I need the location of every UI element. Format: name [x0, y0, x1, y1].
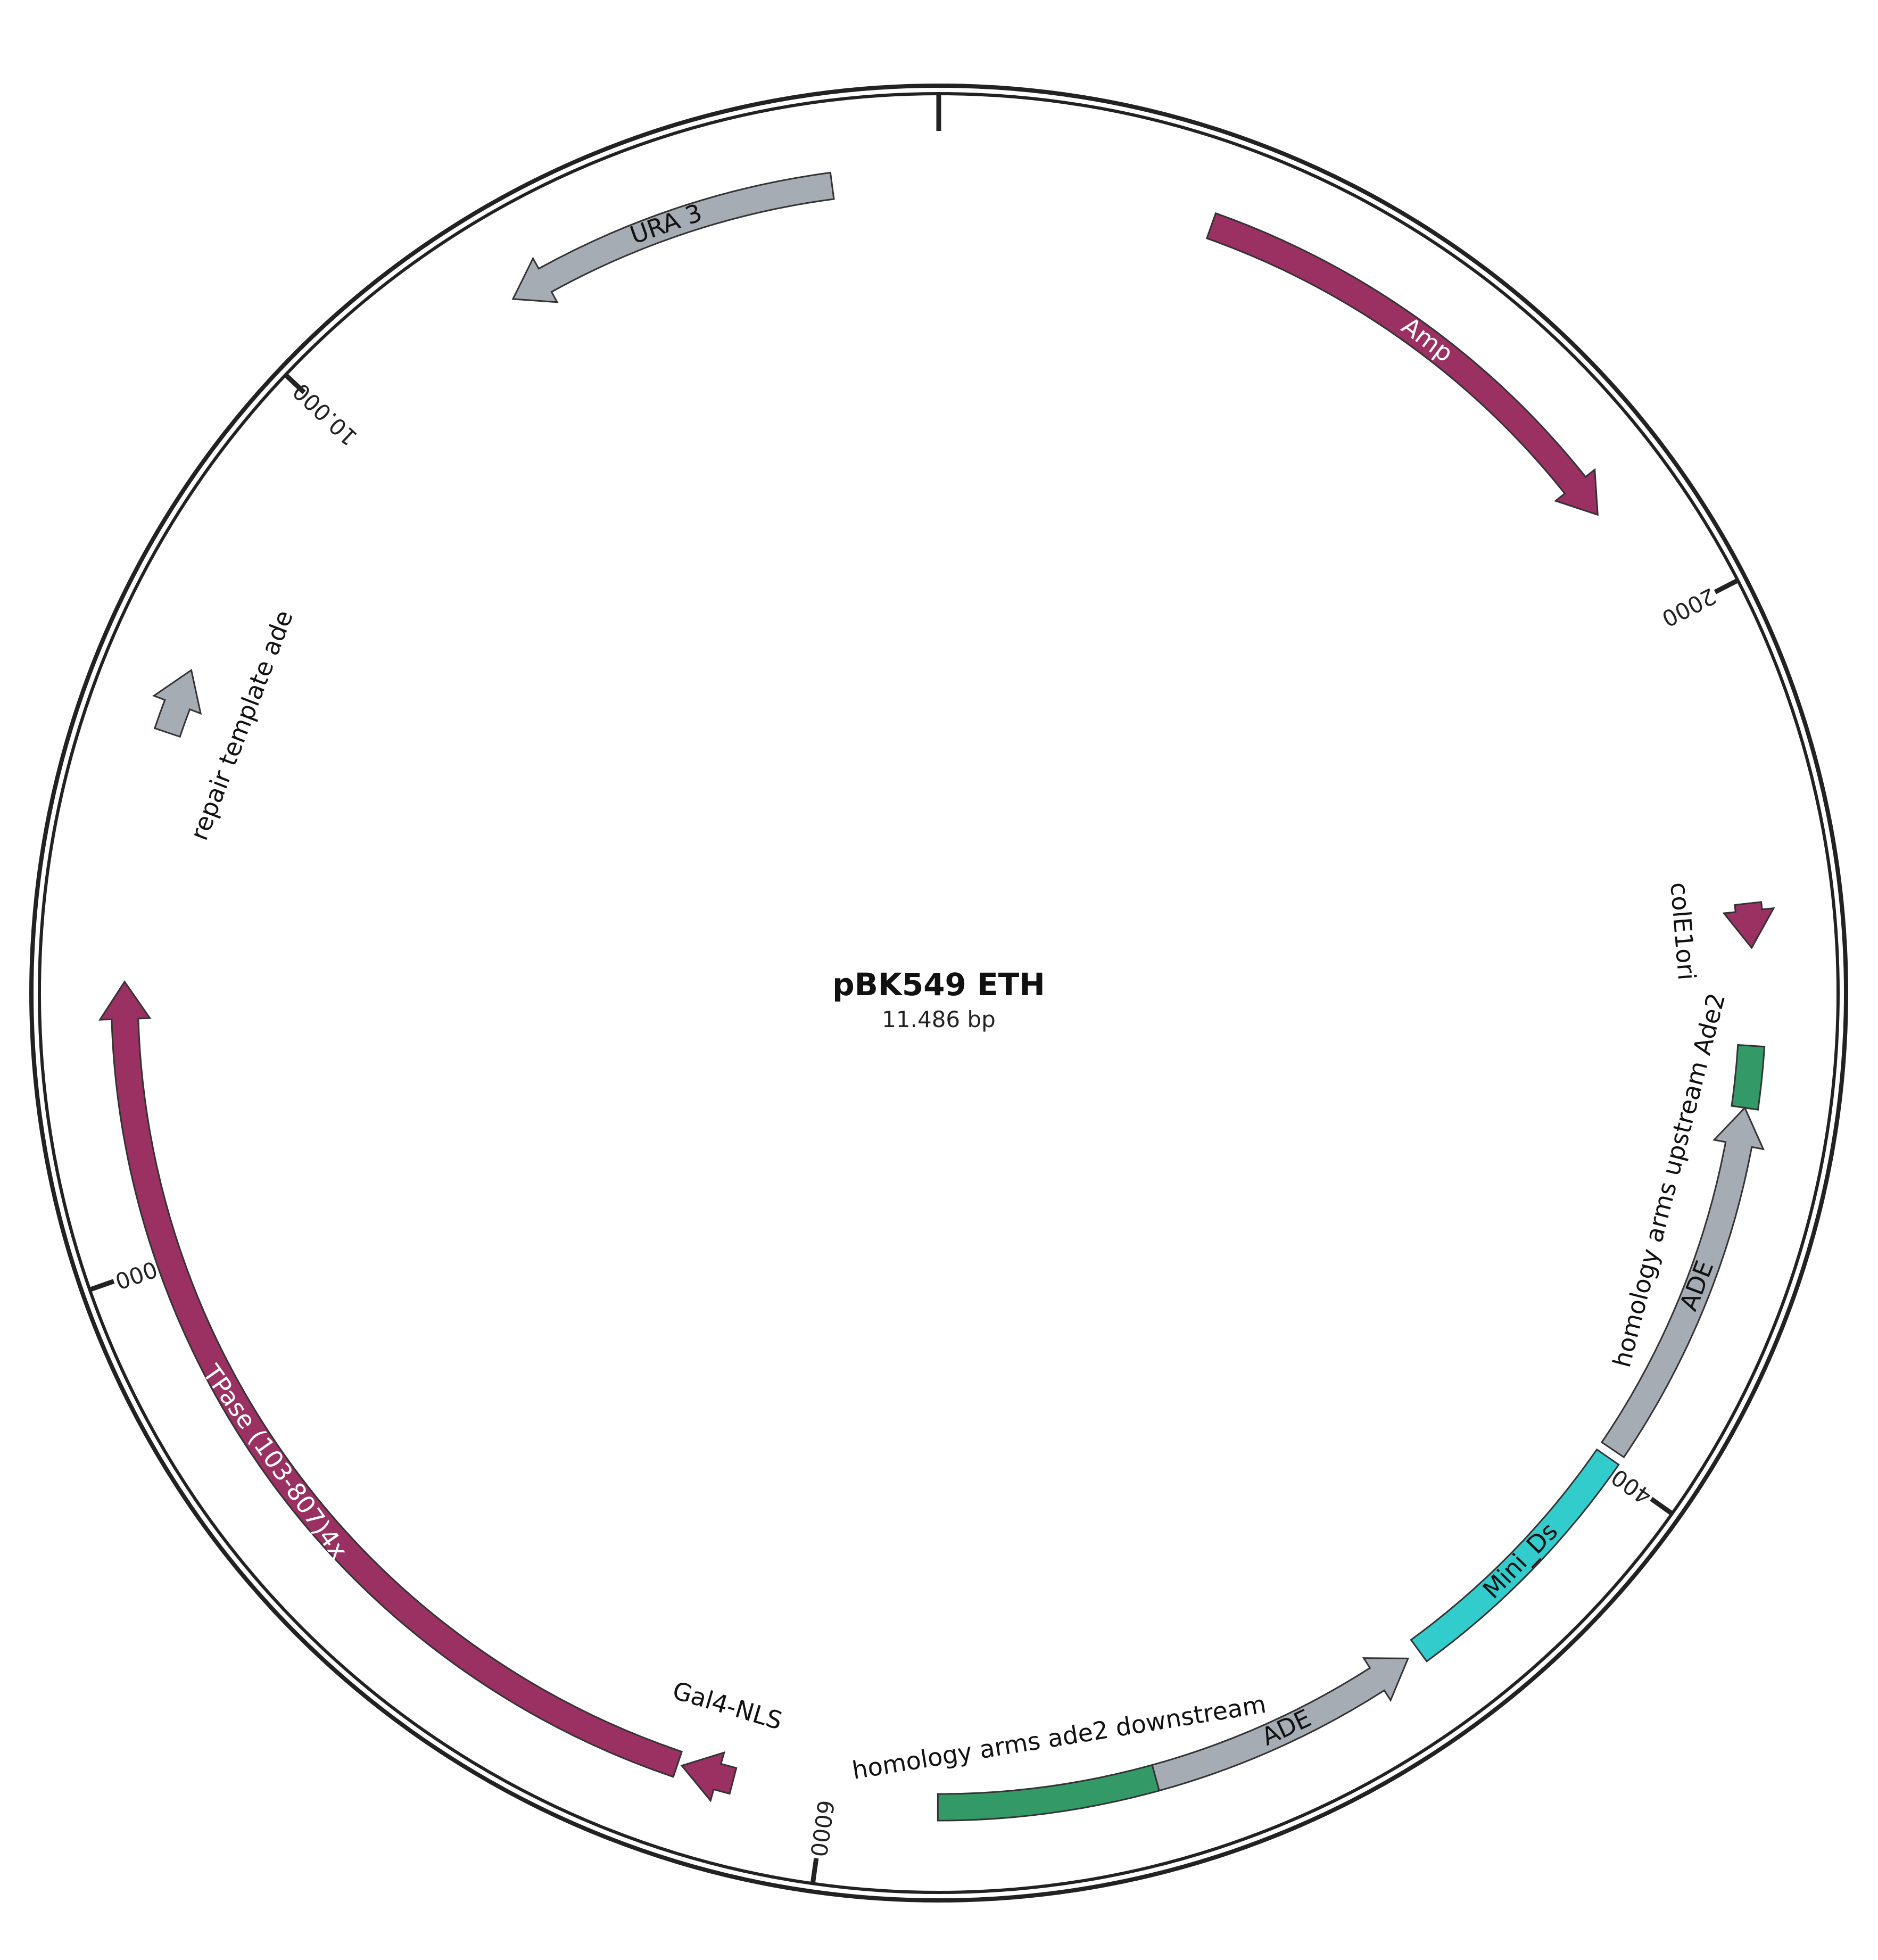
tick-mark — [284, 373, 306, 394]
feature-ura3 — [511, 171, 835, 303]
plasmid-size: 11.486 bp — [882, 1006, 996, 1032]
feature-label-mini-ds: Mini_Ds — [1477, 1517, 1563, 1604]
tick-mark — [1714, 578, 1739, 594]
features — [98, 171, 1775, 1822]
feature-ade-up — [1600, 1106, 1765, 1459]
feature-label-repair-template: repair template ade — [185, 606, 299, 844]
feature-cole1ori — [1722, 901, 1775, 949]
feature-ade-down — [1151, 1657, 1410, 1792]
feature-label-cole1ori: colE1ori — [1665, 881, 1701, 981]
feature-tpase — [98, 980, 683, 1778]
tick-label: 6000 — [805, 1798, 839, 1858]
feature-mini-ds — [1410, 1448, 1620, 1663]
tick-mark — [810, 1858, 819, 1884]
feature-label-gal4-nls: Gal4-NLS — [669, 1676, 785, 1735]
feature-gal4-nls — [680, 1751, 738, 1802]
plasmid-name: pBK549 ETH — [832, 966, 1045, 1003]
feature-label-ura3: URA 3 — [626, 198, 706, 250]
tick-mark — [89, 1279, 115, 1292]
homology-up-label: homology arms upstream Ade2 — [1607, 990, 1731, 1370]
tick-label: 10.000 — [288, 378, 362, 451]
feature-homology-down-green — [937, 1764, 1161, 1822]
center-title: pBK549 ETH 11.486 bp — [832, 966, 1045, 1032]
feature-amp — [1205, 212, 1599, 516]
tick-mark — [1650, 1496, 1674, 1516]
tick-label: 2000 — [1658, 583, 1720, 632]
backbone-outer-ring — [29, 84, 1848, 1903]
feature-homology-up-green — [1731, 1044, 1766, 1111]
feature-repair-template — [152, 668, 202, 738]
